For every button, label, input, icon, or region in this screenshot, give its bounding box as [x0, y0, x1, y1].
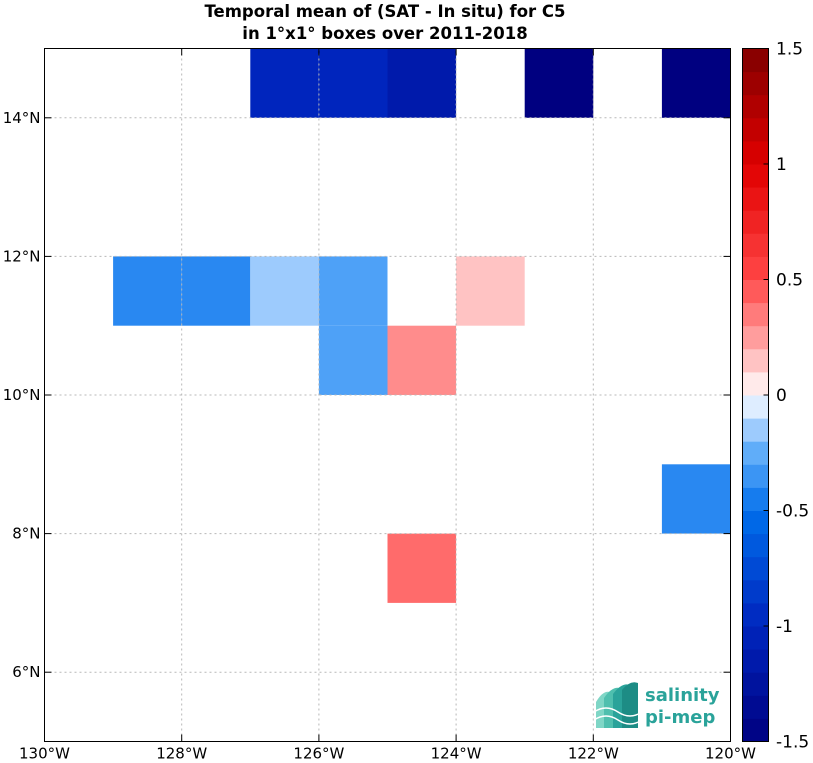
- y-tick-label: 6°N: [12, 663, 40, 681]
- x-tick-label: 126°W: [293, 745, 344, 763]
- data-cell: [387, 325, 457, 395]
- colorbar-band: [742, 325, 769, 350]
- colorbar-tick-label: 0: [776, 386, 787, 406]
- colorbar-band: [742, 256, 769, 280]
- colorbar-band: [742, 140, 769, 165]
- chart-title-line-2: in 1°x1° boxes over 2011-2018: [242, 24, 527, 43]
- colorbar-band: [742, 441, 769, 465]
- x-tick-label: 120°W: [705, 745, 756, 763]
- colorbar-band: [742, 348, 769, 373]
- x-axis-ticks: 130°W 128°W 126°W 124°W 122°W 120°W: [19, 48, 756, 763]
- data-cell: [387, 533, 457, 603]
- colorbar-band: [742, 579, 769, 604]
- colorbar-band: [742, 210, 769, 234]
- gridlines: [44, 48, 731, 742]
- colorbar-band: [742, 48, 769, 73]
- salinity-pi-mep-logo: salinity pi-mep: [593, 682, 720, 728]
- colorbar-band: [742, 418, 769, 442]
- colorbar-band: [742, 602, 769, 627]
- colorbar-band: [742, 233, 769, 257]
- data-cell: [250, 256, 319, 326]
- colorbar-band: [742, 626, 769, 650]
- colorbar-band: [742, 510, 769, 535]
- colorbar-band: [742, 649, 769, 673]
- data-cell: [318, 325, 388, 395]
- data-cell: [318, 256, 388, 326]
- colorbar-band: [742, 464, 769, 488]
- colorbar-tick-label: 0.5: [776, 271, 803, 291]
- colorbar-tick-label: -1.5: [776, 733, 809, 753]
- colorbar-band: [742, 71, 769, 96]
- colorbar-band: [742, 279, 769, 304]
- colorbar-band: [742, 371, 769, 396]
- x-tick-label: 130°W: [19, 745, 70, 763]
- y-tick-label: 8°N: [12, 525, 40, 543]
- colorbar-tick-label: 1.5: [776, 40, 803, 60]
- data-cell: [318, 48, 388, 118]
- data-cell: [661, 48, 731, 118]
- colorbar-band: [742, 718, 769, 742]
- colorbar-ticks: 1.5 1 0.5 0 -0.5 -1 -1.5: [763, 40, 809, 753]
- x-tick-label: 124°W: [431, 745, 482, 763]
- colorbar-band: [742, 117, 769, 142]
- logo-text-line-1: salinity: [645, 685, 720, 706]
- colorbar-band: [742, 556, 769, 581]
- y-tick-label: 14°N: [3, 109, 41, 127]
- colorbar: [742, 48, 769, 742]
- colorbar-tick-label: -1: [776, 617, 793, 637]
- data-cell: [661, 464, 731, 534]
- data-cell: [250, 48, 319, 118]
- logo-text-line-2: pi-mep: [645, 707, 715, 728]
- data-cell: [113, 256, 182, 326]
- colorbar-band: [742, 164, 769, 188]
- y-tick-label: 10°N: [3, 386, 41, 404]
- colorbar-band: [742, 187, 769, 211]
- colorbar-band: [742, 94, 769, 119]
- colorbar-band: [742, 395, 769, 419]
- colorbar-band: [742, 695, 769, 719]
- colorbar-band: [742, 487, 769, 511]
- data-cells: [113, 48, 731, 603]
- wave-logo-icon: [593, 682, 643, 728]
- colorbar-band: [742, 533, 769, 558]
- colorbar-tick-label: 1: [776, 155, 787, 175]
- x-tick-label: 128°W: [156, 745, 207, 763]
- chart-title-line-1: Temporal mean of (SAT - In situ) for C5: [204, 2, 565, 21]
- data-cell: [387, 48, 457, 118]
- colorbar-tick-label: -0.5: [776, 502, 809, 522]
- colorbar-band: [742, 302, 769, 327]
- colorbar-band: [742, 672, 769, 696]
- data-cell: [181, 256, 251, 326]
- y-tick-label: 12°N: [3, 247, 41, 265]
- data-cell: [524, 48, 594, 118]
- x-tick-label: 122°W: [568, 745, 619, 763]
- y-axis-ticks: 6°N 8°N 10°N 12°N 14°N: [3, 109, 731, 681]
- data-cell: [456, 256, 525, 326]
